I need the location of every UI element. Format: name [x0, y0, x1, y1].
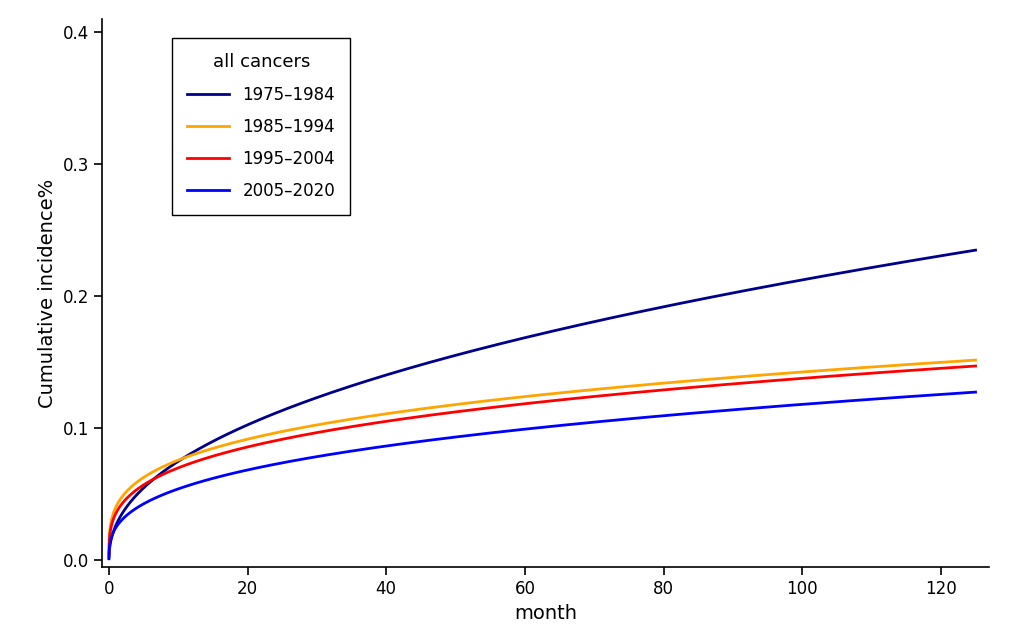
- 1985–1994: [968, 356, 980, 364]
- Line: 1975–1984: 1975–1984: [109, 250, 974, 559]
- 1985–1994: [785, 369, 797, 376]
- 1975–1984: [103, 555, 115, 562]
- 1975–1984: [943, 250, 955, 258]
- 1985–1994: [147, 468, 159, 476]
- 1985–1994: [500, 395, 513, 403]
- Y-axis label: Cumulative incidence%: Cumulative incidence%: [38, 178, 57, 408]
- 1995–2004: [785, 375, 797, 383]
- 2005–2020: [944, 390, 956, 397]
- 1975–1984: [147, 476, 159, 483]
- 1985–1994: [524, 392, 536, 400]
- 1975–1984: [968, 247, 980, 254]
- 1995–2004: [944, 364, 956, 371]
- Line: 1995–2004: 1995–2004: [109, 366, 974, 554]
- 1985–1994: [103, 548, 115, 556]
- 1995–2004: [103, 550, 115, 558]
- X-axis label: month: month: [514, 604, 577, 623]
- Line: 2005–2020: 2005–2020: [109, 392, 974, 557]
- 2005–2020: [500, 427, 513, 435]
- 1975–1984: [500, 338, 513, 346]
- 1985–1994: [944, 358, 956, 366]
- 2005–2020: [147, 495, 159, 503]
- 2005–2020: [103, 554, 115, 561]
- 1975–1984: [785, 278, 797, 286]
- Line: 1985–1994: 1985–1994: [109, 360, 974, 552]
- 1985–1994: [943, 358, 955, 366]
- Legend: 1975–1984, 1985–1994, 1995–2004, 2005–2020: 1975–1984, 1985–1994, 1995–2004, 2005–20…: [172, 38, 350, 215]
- 1995–2004: [968, 362, 980, 370]
- 1995–2004: [147, 475, 159, 483]
- 2005–2020: [943, 390, 955, 397]
- 2005–2020: [524, 425, 536, 433]
- 1995–2004: [500, 402, 513, 410]
- 1995–2004: [943, 364, 955, 371]
- 1975–1984: [944, 250, 956, 258]
- 1975–1984: [524, 333, 536, 340]
- 2005–2020: [968, 389, 980, 396]
- 1995–2004: [524, 399, 536, 407]
- 2005–2020: [785, 401, 797, 409]
